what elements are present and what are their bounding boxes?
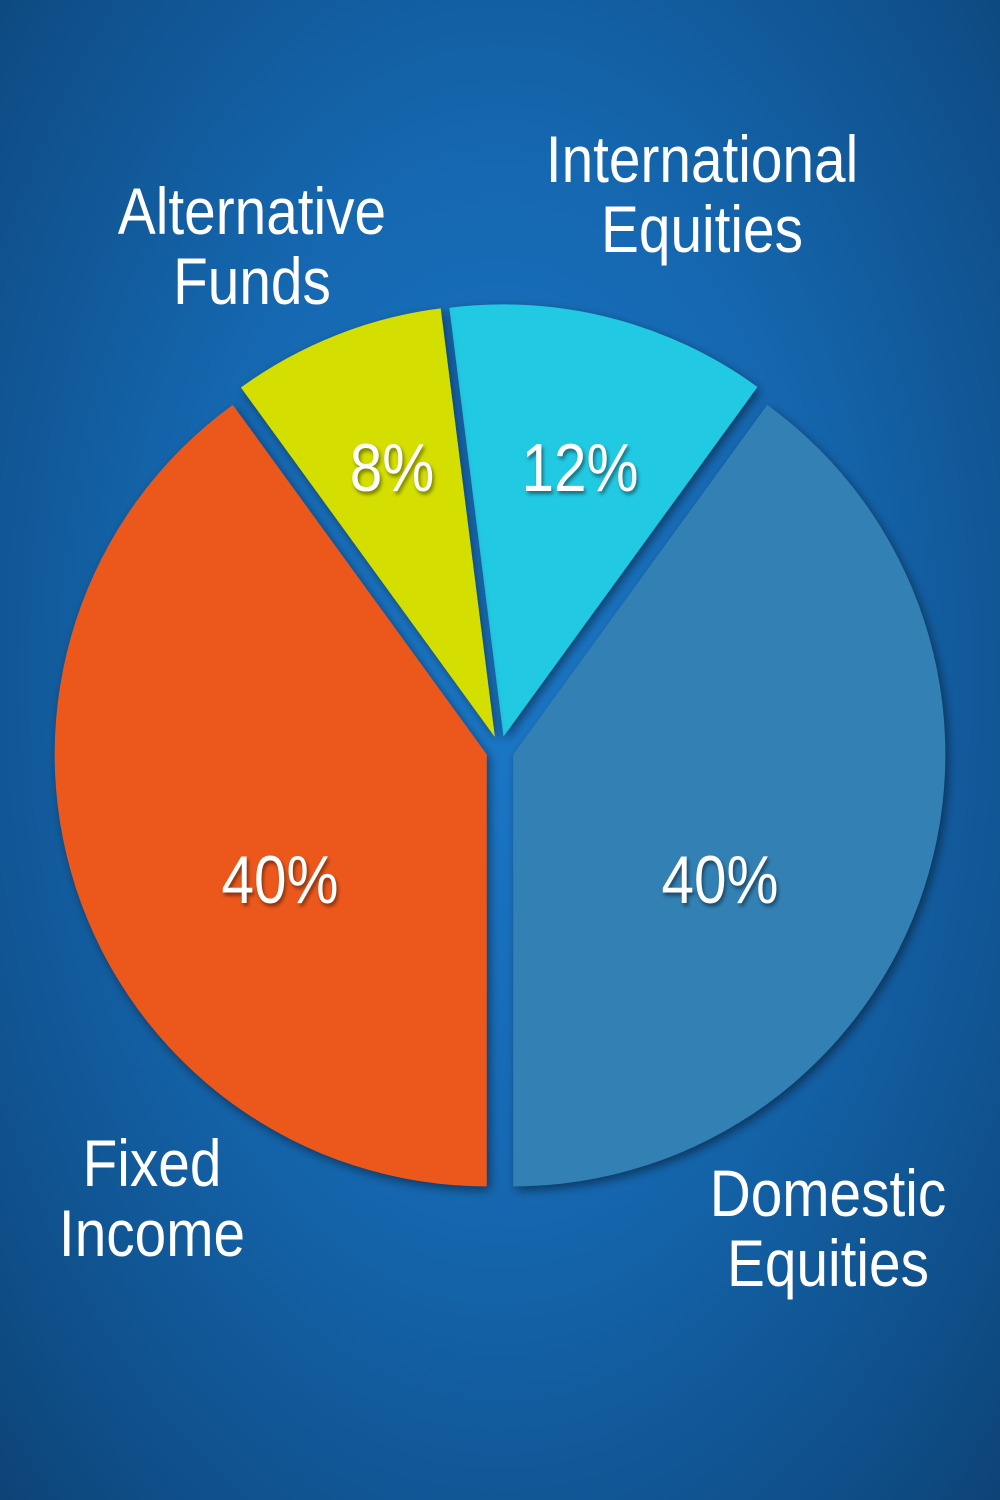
value-alternative-funds: 8%: [349, 430, 435, 506]
value-domestic-equities: 40%: [661, 842, 779, 918]
slice-fixed-income: [54, 404, 487, 1187]
slice-alternative-funds: [240, 308, 495, 737]
slice-international-equities: [449, 304, 758, 737]
label-domestic-equities: Domestic Equities: [709, 1156, 947, 1300]
value-fixed-income: 40%: [221, 842, 339, 918]
label-fixed-income: Fixed Income: [58, 1126, 246, 1270]
slice-domestic-equities: [513, 404, 946, 1187]
label-international-equities: International Equities: [545, 122, 859, 266]
value-international-equities: 12%: [521, 430, 639, 506]
label-alternative-funds: Alternative Funds: [117, 174, 387, 318]
